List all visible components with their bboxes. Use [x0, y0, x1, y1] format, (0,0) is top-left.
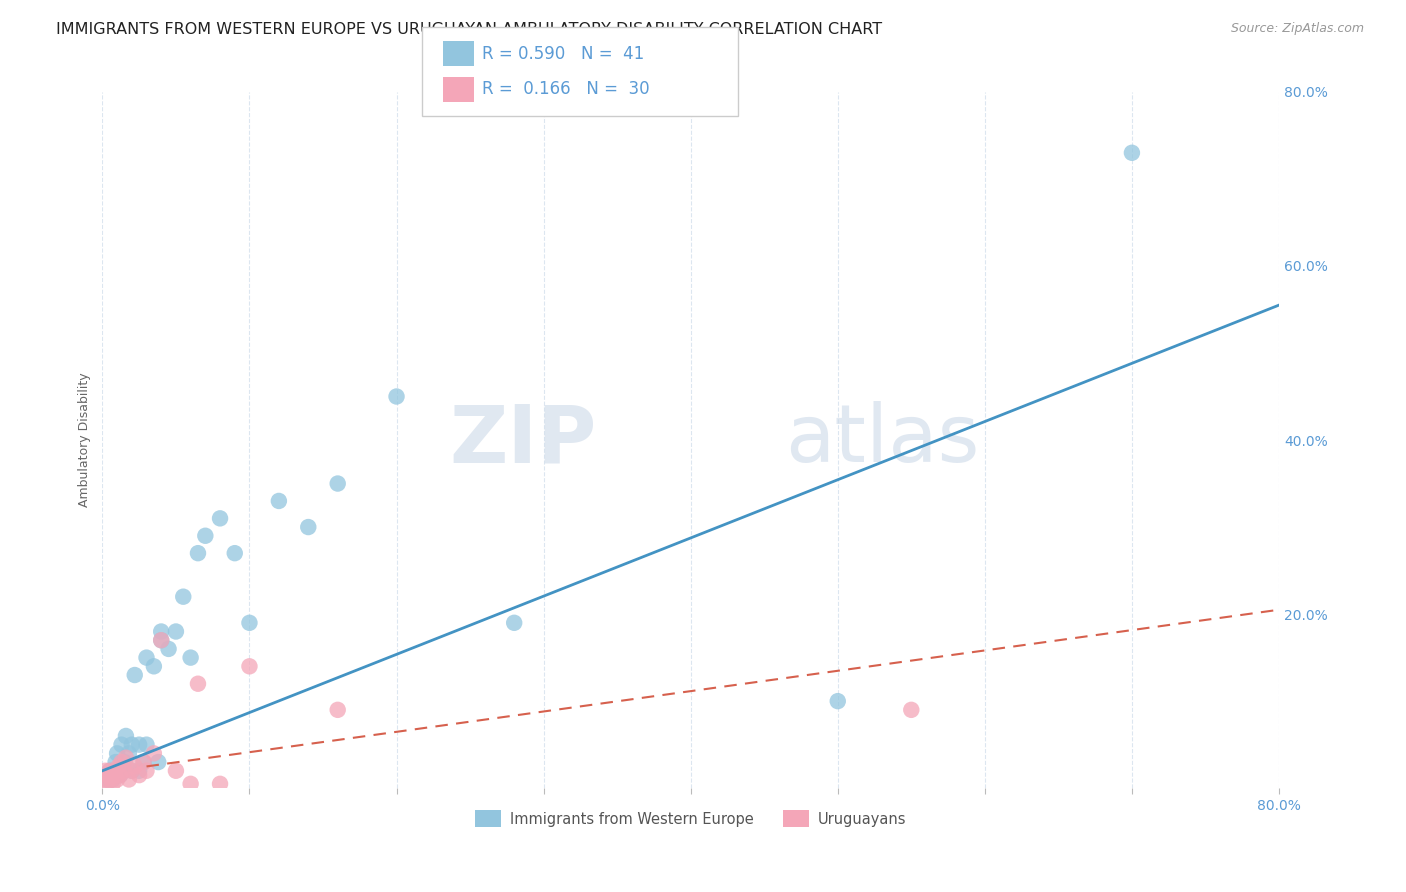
- Point: [128, 764, 150, 778]
- Point: [115, 750, 138, 764]
- Point: [96, 772, 118, 787]
- Y-axis label: Ambulatory Disability: Ambulatory Disability: [79, 373, 91, 508]
- Point: [115, 729, 138, 743]
- Point: [132, 755, 155, 769]
- Text: ZIP: ZIP: [450, 401, 596, 479]
- Text: atlas: atlas: [785, 401, 979, 479]
- Point: [101, 772, 124, 787]
- Point: [180, 650, 202, 665]
- Point: [105, 764, 128, 778]
- Point: [209, 777, 232, 791]
- Point: [114, 764, 136, 778]
- Point: [104, 755, 127, 769]
- Point: [124, 668, 146, 682]
- Point: [104, 764, 127, 778]
- Point: [96, 777, 118, 791]
- Point: [238, 615, 260, 630]
- Point: [150, 633, 173, 648]
- Point: [135, 738, 157, 752]
- Point: [165, 624, 187, 639]
- Point: [121, 764, 143, 778]
- Point: [118, 747, 141, 761]
- Point: [187, 677, 209, 691]
- Point: [1121, 145, 1143, 160]
- Point: [108, 768, 131, 782]
- Point: [110, 738, 132, 752]
- Point: [267, 494, 290, 508]
- Point: [124, 759, 146, 773]
- Point: [103, 768, 125, 782]
- Point: [98, 764, 121, 778]
- Point: [121, 738, 143, 752]
- Point: [108, 768, 131, 782]
- Point: [100, 772, 122, 787]
- Point: [114, 764, 136, 778]
- Point: [297, 520, 319, 534]
- Point: [326, 476, 349, 491]
- Point: [105, 772, 128, 787]
- Point: [238, 659, 260, 673]
- Point: [172, 590, 194, 604]
- Point: [114, 755, 136, 769]
- Point: [209, 511, 232, 525]
- Point: [385, 390, 408, 404]
- Point: [135, 764, 157, 778]
- Point: [103, 764, 125, 778]
- Point: [157, 641, 180, 656]
- Text: R = 0.590   N =  41: R = 0.590 N = 41: [482, 45, 644, 62]
- Point: [128, 738, 150, 752]
- Point: [165, 764, 187, 778]
- Point: [110, 755, 132, 769]
- Point: [180, 777, 202, 791]
- Point: [105, 747, 128, 761]
- Point: [132, 755, 155, 769]
- Point: [93, 772, 115, 787]
- Point: [503, 615, 526, 630]
- Point: [148, 755, 170, 769]
- Point: [135, 650, 157, 665]
- Point: [98, 764, 121, 778]
- Point: [94, 764, 117, 778]
- Text: Source: ZipAtlas.com: Source: ZipAtlas.com: [1230, 22, 1364, 36]
- Point: [900, 703, 922, 717]
- Point: [150, 624, 173, 639]
- Point: [107, 759, 129, 773]
- Point: [142, 659, 165, 673]
- Point: [194, 529, 217, 543]
- Point: [150, 633, 173, 648]
- Text: IMMIGRANTS FROM WESTERN EUROPE VS URUGUAYAN AMBULATORY DISABILITY CORRELATION CH: IMMIGRANTS FROM WESTERN EUROPE VS URUGUA…: [56, 22, 883, 37]
- Point: [97, 768, 120, 782]
- Point: [224, 546, 246, 560]
- Point: [326, 703, 349, 717]
- Point: [128, 768, 150, 782]
- Point: [118, 772, 141, 787]
- Point: [101, 777, 124, 791]
- Point: [121, 764, 143, 778]
- Point: [187, 546, 209, 560]
- Text: R =  0.166   N =  30: R = 0.166 N = 30: [482, 80, 650, 98]
- Legend: Immigrants from Western Europe, Uruguayans: Immigrants from Western Europe, Uruguaya…: [470, 805, 912, 833]
- Point: [827, 694, 849, 708]
- Point: [142, 747, 165, 761]
